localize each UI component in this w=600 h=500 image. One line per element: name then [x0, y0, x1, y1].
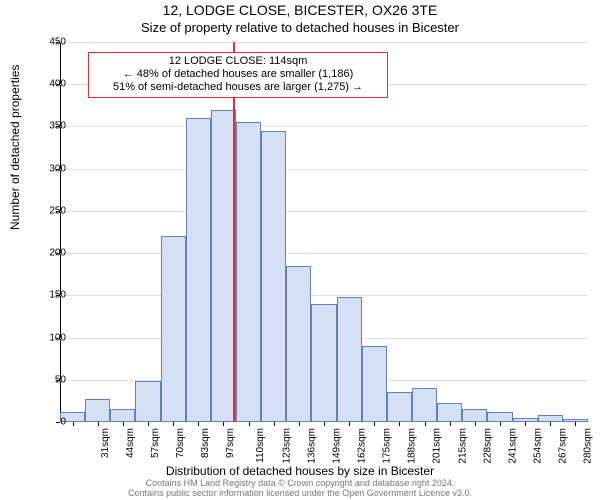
x-tick-mark [173, 422, 174, 426]
histogram-bar [462, 409, 487, 423]
plot-area: 12 LODGE CLOSE: 114sqm← 48% of detached … [60, 42, 588, 422]
histogram-bar [412, 388, 437, 422]
x-tick-label: 31sqm [100, 428, 111, 458]
x-tick-label: 215sqm [457, 428, 468, 464]
y-tick-label: 200 [49, 248, 66, 259]
gridline [60, 169, 588, 170]
x-tick-label: 280sqm [583, 428, 594, 464]
x-tick-label: 83sqm [200, 428, 211, 458]
x-tick-label: 254sqm [533, 428, 544, 464]
y-axis-label: Number of detached properties [8, 65, 22, 230]
x-tick-mark [148, 422, 149, 426]
x-tick-label: 201sqm [432, 428, 443, 464]
y-tick-label: 350 [49, 121, 66, 132]
histogram-bar [85, 399, 110, 422]
x-tick-mark [374, 422, 375, 426]
y-tick-label: 100 [49, 332, 66, 343]
histogram-bar [110, 409, 135, 422]
histogram-bar [311, 304, 336, 422]
annotation-line: ← 48% of detached houses are smaller (1,… [95, 68, 381, 81]
y-tick-label: 0 [60, 417, 66, 428]
chart-container: 12, LODGE CLOSE, BICESTER, OX26 3TE Size… [0, 0, 600, 500]
gridline [60, 253, 588, 254]
histogram-bar [538, 415, 563, 422]
x-tick-mark [425, 422, 426, 426]
x-tick-label: 228sqm [482, 428, 493, 464]
x-tick-mark [500, 422, 501, 426]
y-tick-mark [56, 422, 60, 423]
y-axis-line [60, 42, 61, 422]
histogram-bar [387, 392, 412, 422]
x-tick-label: 149sqm [331, 428, 342, 464]
footer-line1: Contains HM Land Registry data © Crown c… [146, 478, 455, 488]
title-main: 12, LODGE CLOSE, BICESTER, OX26 3TE [0, 2, 600, 18]
x-tick-label: 162sqm [357, 428, 368, 464]
annotation-line: 51% of semi-detached houses are larger (… [95, 81, 381, 94]
x-tick-label: 70sqm [175, 428, 186, 458]
footer-line2: Contains public sector information licen… [128, 488, 472, 498]
x-tick-mark [249, 422, 250, 426]
x-tick-mark [198, 422, 199, 426]
x-tick-label: 136sqm [306, 428, 317, 464]
x-tick-mark [223, 422, 224, 426]
y-tick-label: 250 [49, 205, 66, 216]
histogram-bar [236, 122, 261, 422]
gridline [60, 211, 588, 212]
x-tick-mark [450, 422, 451, 426]
y-tick-label: 450 [49, 37, 66, 48]
histogram-bar [161, 236, 186, 422]
y-tick-label: 300 [49, 163, 66, 174]
x-tick-mark [324, 422, 325, 426]
gridline [60, 295, 588, 296]
histogram-bar [186, 118, 211, 422]
x-tick-label: 267sqm [558, 428, 569, 464]
x-tick-label: 110sqm [255, 428, 266, 463]
x-tick-mark [575, 422, 576, 426]
x-tick-label: 241sqm [507, 428, 518, 464]
x-tick-mark [475, 422, 476, 426]
gridline [60, 42, 588, 43]
y-tick-label: 400 [49, 79, 66, 90]
property-marker-line [233, 42, 235, 422]
histogram-bar [487, 412, 512, 422]
annotation-box: 12 LODGE CLOSE: 114sqm← 48% of detached … [88, 52, 388, 98]
x-tick-mark [349, 422, 350, 426]
x-tick-mark [550, 422, 551, 426]
x-tick-mark [98, 422, 99, 426]
footer: Contains HM Land Registry data © Crown c… [0, 479, 600, 499]
x-tick-mark [399, 422, 400, 426]
y-tick-label: 50 [55, 374, 66, 385]
x-axis-label: Distribution of detached houses by size … [0, 464, 600, 478]
histogram-bar [286, 266, 311, 422]
x-tick-label: 57sqm [150, 428, 161, 458]
x-tick-mark [274, 422, 275, 426]
x-tick-label: 97sqm [225, 428, 236, 458]
histogram-bar [135, 381, 160, 422]
histogram-bar [337, 297, 362, 422]
x-tick-mark [73, 422, 74, 426]
gridline [60, 126, 588, 127]
x-tick-label: 123sqm [281, 428, 292, 464]
x-tick-label: 44sqm [125, 428, 136, 458]
histogram-bar [362, 346, 387, 422]
title-sub: Size of property relative to detached ho… [0, 20, 600, 35]
x-tick-label: 175sqm [382, 428, 393, 464]
annotation-line: 12 LODGE CLOSE: 114sqm [95, 55, 381, 68]
x-tick-mark [123, 422, 124, 426]
x-tick-mark [525, 422, 526, 426]
histogram-bar [437, 403, 462, 422]
histogram-bar [261, 131, 286, 422]
x-tick-mark [299, 422, 300, 426]
y-tick-label: 150 [49, 290, 66, 301]
x-tick-label: 188sqm [407, 428, 418, 464]
